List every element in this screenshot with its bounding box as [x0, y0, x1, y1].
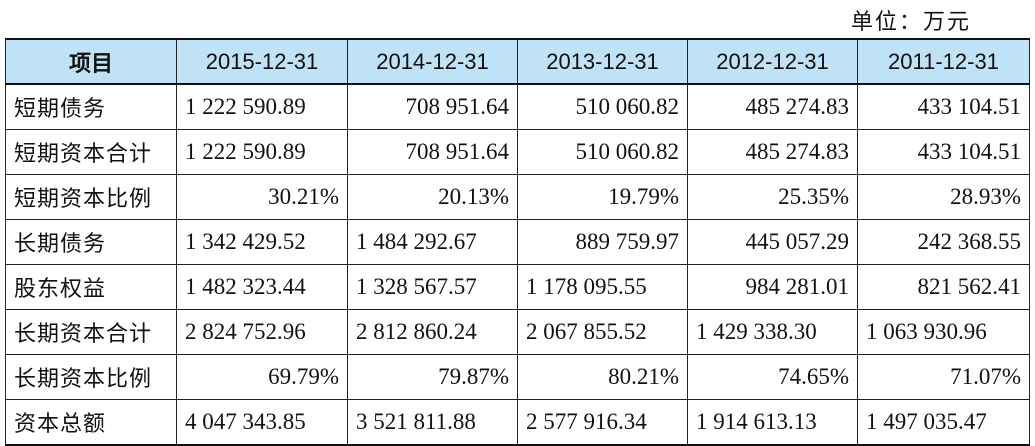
table-cell: 1 178 095.55: [517, 264, 688, 310]
column-header-2015: 2015-12-31: [176, 38, 348, 85]
table-cell: 19.79%: [517, 174, 688, 220]
table-row: 长期资本比例 69.79% 79.87% 80.21% 74.65% 71.07…: [5, 354, 1030, 400]
table-cell: 1 342 429.52: [176, 219, 348, 265]
table-row: 短期资本比例 30.21% 20.13% 19.79% 25.35% 28.93…: [5, 174, 1030, 220]
table-cell: 71.07%: [857, 354, 1030, 400]
table-cell: 485 274.83: [687, 129, 858, 175]
table-cell: 708 951.64: [347, 83, 518, 130]
table-cell: 1 429 338.30: [687, 309, 858, 355]
table-cell: 1 222 590.89: [176, 129, 348, 175]
row-label: 长期资本比例: [5, 354, 177, 400]
table-cell: 74.65%: [687, 354, 858, 400]
table-cell: 25.35%: [687, 174, 858, 220]
row-label: 短期资本合计: [5, 129, 177, 175]
table-cell: 433 104.51: [857, 83, 1030, 130]
table-row: 长期资本合计 2 824 752.96 2 812 860.24 2 067 8…: [5, 309, 1030, 355]
table-cell: 1 063 930.96: [857, 309, 1030, 355]
table-cell: 485 274.83: [687, 83, 858, 130]
row-label: 资本总额: [5, 399, 177, 446]
row-label: 短期资本比例: [5, 174, 177, 220]
table-row: 资本总额 4 047 343.85 3 521 811.88 2 577 916…: [5, 399, 1030, 446]
table-cell: 80.21%: [517, 354, 688, 400]
table-cell: 433 104.51: [857, 129, 1030, 175]
column-header-2013: 2013-12-31: [517, 38, 688, 85]
table-cell: 984 281.01: [687, 264, 858, 310]
table-cell: 1 497 035.47: [857, 399, 1030, 446]
table-cell: 20.13%: [347, 174, 518, 220]
table-cell: 2 577 916.34: [517, 399, 688, 446]
table-cell: 30.21%: [176, 174, 348, 220]
table-cell: 3 521 811.88: [347, 399, 518, 446]
table-cell: 889 759.97: [517, 219, 688, 265]
table-cell: 4 047 343.85: [176, 399, 348, 446]
table-row: 长期债务 1 342 429.52 1 484 292.67 889 759.9…: [5, 219, 1030, 265]
table-cell: 79.87%: [347, 354, 518, 400]
column-header-2012: 2012-12-31: [687, 38, 858, 85]
table-cell: 2 812 860.24: [347, 309, 518, 355]
table-cell: 2 824 752.96: [176, 309, 348, 355]
table-cell: 242 368.55: [857, 219, 1030, 265]
table-cell: 821 562.41: [857, 264, 1030, 310]
table-cell: 2 067 855.52: [517, 309, 688, 355]
table-cell: 1 482 323.44: [176, 264, 348, 310]
table-cell: 708 951.64: [347, 129, 518, 175]
row-label: 短期债务: [5, 83, 177, 130]
table-cell: 69.79%: [176, 354, 348, 400]
table-cell: 510 060.82: [517, 129, 688, 175]
row-label: 股东权益: [5, 264, 177, 310]
table-cell: 445 057.29: [687, 219, 858, 265]
unit-label: 单位：万元: [850, 10, 971, 35]
row-label: 长期资本合计: [5, 309, 177, 355]
column-header-2011: 2011-12-31: [857, 38, 1030, 85]
table-cell: 28.93%: [857, 174, 1030, 220]
table-header-row: 项目 2015-12-31 2014-12-31 2013-12-31 2012…: [5, 38, 1030, 85]
table-cell: 1 328 567.57: [347, 264, 518, 310]
table-cell: 1 914 613.13: [687, 399, 858, 446]
table-row: 短期资本合计 1 222 590.89 708 951.64 510 060.8…: [5, 129, 1030, 175]
table-row: 短期债务 1 222 590.89 708 951.64 510 060.82 …: [5, 83, 1030, 130]
table-cell: 510 060.82: [517, 83, 688, 130]
capital-structure-table: 项目 2015-12-31 2014-12-31 2013-12-31 2012…: [5, 38, 1030, 446]
table-cell: 1 222 590.89: [176, 83, 348, 130]
table-row: 股东权益 1 482 323.44 1 328 567.57 1 178 095…: [5, 264, 1030, 310]
column-header-item: 项目: [5, 38, 177, 85]
table-cell: 1 484 292.67: [347, 219, 518, 265]
row-label: 长期债务: [5, 219, 177, 265]
column-header-2014: 2014-12-31: [347, 38, 518, 85]
